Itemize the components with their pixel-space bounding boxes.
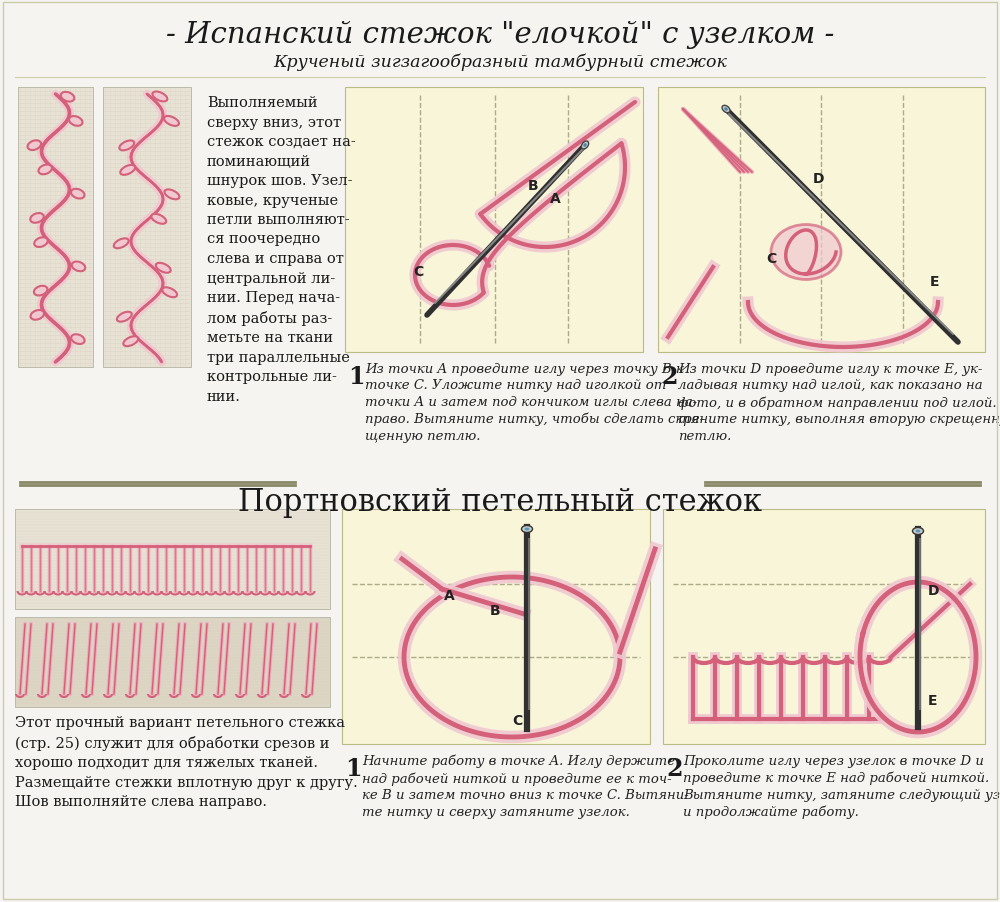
Ellipse shape — [164, 117, 179, 127]
Text: C: C — [413, 264, 423, 279]
Text: D: D — [928, 584, 940, 597]
Ellipse shape — [581, 142, 589, 150]
Ellipse shape — [151, 215, 166, 225]
Text: D: D — [813, 171, 824, 186]
Text: Крученый зигзагообразный тамбурный стежок: Крученый зигзагообразный тамбурный стежо… — [273, 53, 727, 70]
Ellipse shape — [117, 312, 132, 322]
Ellipse shape — [69, 117, 82, 126]
Bar — [663, 510, 985, 744]
Bar — [15, 617, 330, 707]
Ellipse shape — [916, 529, 920, 533]
Text: B: B — [528, 179, 539, 193]
Text: 2: 2 — [661, 364, 678, 389]
Ellipse shape — [162, 288, 177, 298]
Ellipse shape — [119, 142, 134, 152]
Ellipse shape — [61, 93, 74, 103]
Text: Этот прочный вариант петельного стежка
(стр. 25) служит для обработки срезов и
х: Этот прочный вариант петельного стежка (… — [15, 715, 358, 808]
Bar — [345, 87, 643, 353]
Ellipse shape — [771, 226, 841, 281]
Text: A: A — [444, 588, 455, 603]
Ellipse shape — [120, 166, 135, 176]
Bar — [103, 87, 191, 368]
Ellipse shape — [164, 190, 179, 200]
Text: - Испанский стежок "елочкой" с узелком -: - Испанский стежок "елочкой" с узелком - — [166, 21, 834, 49]
Ellipse shape — [38, 165, 52, 175]
Text: 2: 2 — [666, 756, 682, 780]
Text: Портновский петельный стежок: Портновский петельный стежок — [238, 487, 762, 518]
Ellipse shape — [123, 336, 138, 346]
Text: E: E — [928, 694, 938, 707]
Ellipse shape — [722, 106, 730, 114]
Ellipse shape — [34, 287, 47, 296]
Bar — [15, 510, 330, 610]
Ellipse shape — [912, 528, 924, 535]
Ellipse shape — [72, 262, 85, 272]
Text: C: C — [512, 713, 522, 727]
Text: Из точки A проведите иглу через точку B к
точке C. Уложите нитку над иголкой от
: Из точки A проведите иглу через точку B … — [365, 363, 704, 442]
Text: Из точки D проведите иглу к точке E, ук-
ладывая нитку над иглой, как показано н: Из точки D проведите иглу к точке E, ук-… — [678, 363, 1000, 442]
Ellipse shape — [152, 92, 167, 102]
Ellipse shape — [71, 189, 85, 199]
Text: E: E — [930, 275, 940, 289]
Bar — [342, 510, 650, 744]
Ellipse shape — [71, 335, 85, 345]
Ellipse shape — [28, 141, 41, 151]
Text: 1: 1 — [348, 364, 364, 389]
Ellipse shape — [114, 239, 129, 249]
Bar — [18, 87, 93, 368]
Ellipse shape — [31, 310, 44, 320]
Text: A: A — [550, 192, 561, 206]
Ellipse shape — [30, 214, 44, 224]
Ellipse shape — [583, 144, 587, 148]
Text: Выполняемый
сверху вниз, этот
стежок создает на-
поминающий
шнурок шов. Узел-
ко: Выполняемый сверху вниз, этот стежок соз… — [207, 96, 356, 403]
Ellipse shape — [524, 528, 530, 531]
Ellipse shape — [156, 263, 171, 273]
Text: C: C — [766, 252, 776, 266]
Text: Проколите иглу через узелок в точке D и
проведите к точке E над рабочей ниткой.
: Проколите иглу через узелок в точке D и … — [683, 754, 1000, 818]
Text: B: B — [490, 603, 501, 617]
Ellipse shape — [724, 108, 728, 112]
Bar — [658, 87, 985, 353]
Ellipse shape — [34, 238, 48, 248]
Text: Начните работу в точке A. Иглу держите
над рабочей ниткой и проведите ее к точ-
: Начните работу в точке A. Иглу держите н… — [362, 754, 689, 818]
Ellipse shape — [522, 526, 532, 533]
Text: 1: 1 — [345, 756, 362, 780]
